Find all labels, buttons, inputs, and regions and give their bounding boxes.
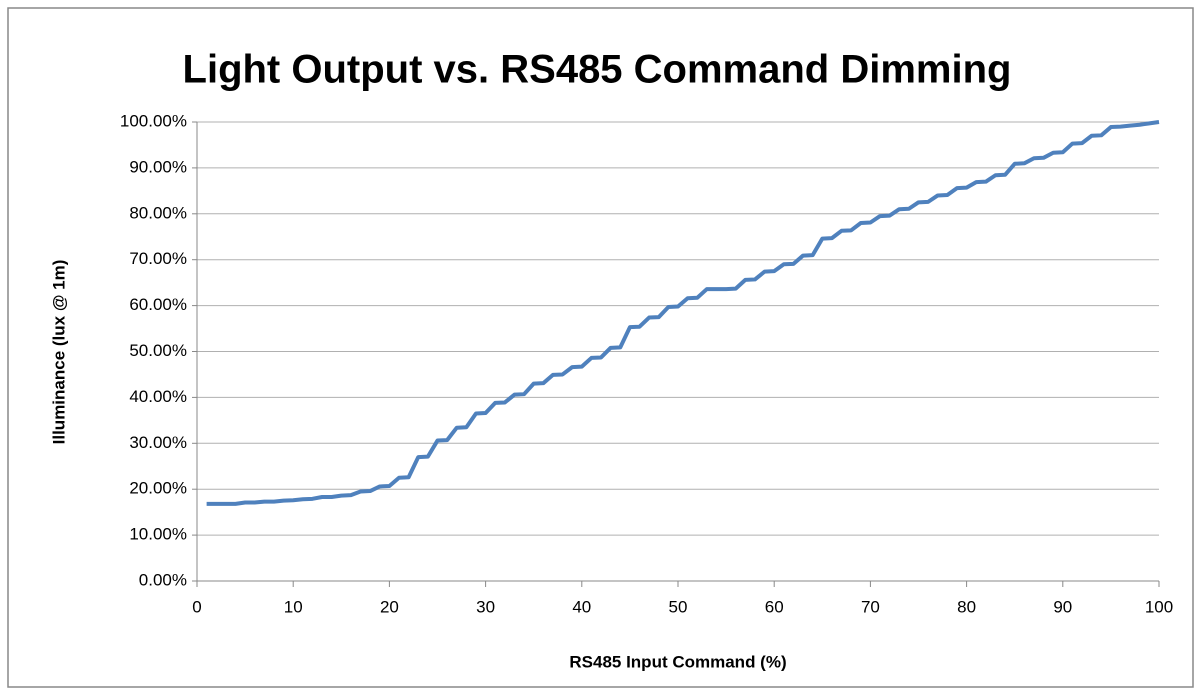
y-tick-label: 70.00%: [129, 249, 187, 268]
y-tick-label: 40.00%: [129, 387, 187, 406]
x-tick-label: 10: [284, 597, 303, 616]
y-tick-label: 10.00%: [129, 525, 187, 544]
x-tick-label: 90: [1053, 597, 1072, 616]
chart-border: [7, 7, 1194, 688]
x-tick-label: 70: [861, 597, 880, 616]
y-tick-label: 0.00%: [139, 570, 187, 589]
y-tick-label: 20.00%: [129, 479, 187, 498]
y-tick-label: 50.00%: [129, 341, 187, 360]
x-tick-label: 0: [192, 597, 201, 616]
y-tick-label: 30.00%: [129, 433, 187, 452]
x-tick-label: 100: [1145, 597, 1173, 616]
data-line: [206, 120, 1160, 506]
x-tick-label: 60: [765, 597, 784, 616]
y-tick-label: 90.00%: [129, 157, 187, 176]
x-tick-label: 80: [957, 597, 976, 616]
x-tick-label: 20: [380, 597, 399, 616]
x-axis-label: RS485 Input Command (%): [569, 652, 786, 671]
y-tick-label: 60.00%: [129, 295, 187, 314]
x-tick-label: 40: [572, 597, 591, 616]
y-axis-label: Illuminance (lux @ 1m): [49, 260, 68, 445]
x-tick-label: 30: [476, 597, 495, 616]
chart-title: Light Output vs. RS485 Command Dimming: [183, 48, 1012, 92]
y-tick-label: 100.00%: [120, 111, 187, 130]
y-tick-label: 80.00%: [129, 203, 187, 222]
x-tick-label: 50: [669, 597, 688, 616]
